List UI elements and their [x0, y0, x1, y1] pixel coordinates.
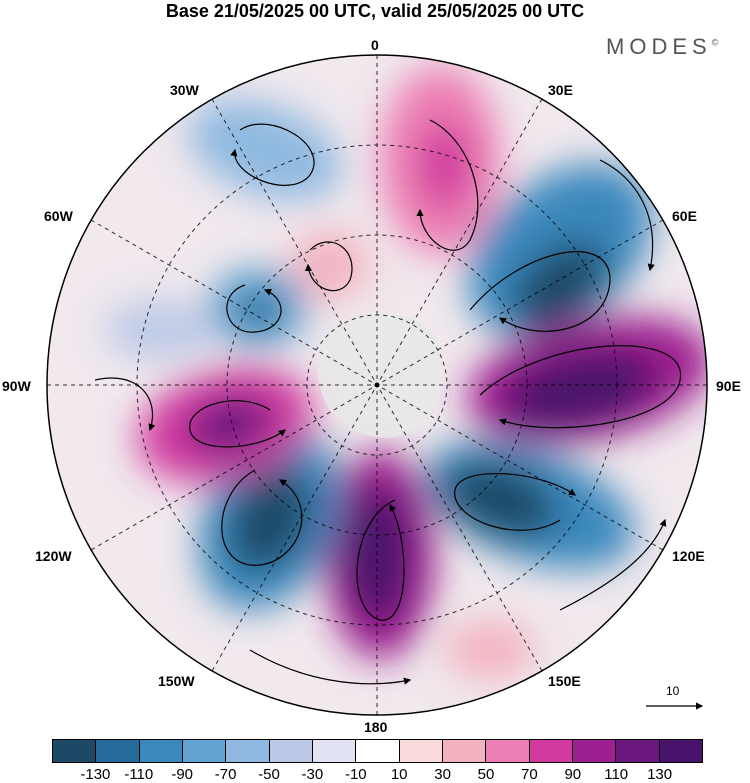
- reference-vector-label: 10: [666, 684, 680, 698]
- colorbar-swatch: [182, 740, 227, 762]
- lon-label-90e: 90E: [716, 378, 741, 394]
- colorbar-swatch: [312, 740, 357, 762]
- colorbar-tick-label: 130: [647, 766, 673, 783]
- lon-label-180: 180: [364, 719, 388, 735]
- colorbar-tick-label: -110: [124, 766, 154, 783]
- colorbar-tick-label: -90: [171, 766, 194, 783]
- anomaly-60w-land-negative: [105, 300, 215, 360]
- lon-label-120w: 120W: [35, 548, 72, 564]
- brand-mark: ©: [711, 37, 719, 48]
- colorbar-swatch: [269, 740, 313, 762]
- colorbar-swatch: [486, 740, 530, 762]
- colorbar: [52, 739, 703, 763]
- colorbar-tick-label: 50: [477, 766, 495, 783]
- lon-label-30e: 30E: [548, 82, 573, 98]
- map-title: Base 21/05/2025 00 UTC, valid 25/05/2025…: [165, 1, 585, 21]
- colorbar-swatch: [399, 740, 443, 762]
- anomaly-150e-positive: [445, 620, 535, 680]
- colorbar-swatch: [226, 740, 270, 762]
- colorbar-tick-label: 30: [434, 766, 451, 783]
- colorbar-tick-label: -10: [344, 766, 367, 783]
- brand-text: MODES: [606, 34, 712, 59]
- colorbar-swatch: [53, 740, 97, 762]
- colorbar-tick-label: -30: [301, 766, 324, 783]
- lon-label-30w: 30W: [170, 82, 199, 98]
- lon-label-120e: 120E: [672, 548, 705, 564]
- colorbar-tick-label: 90: [564, 766, 582, 783]
- colorbar-tick-label: 10: [390, 766, 408, 783]
- anomaly-30w-negative: [188, 99, 342, 201]
- colorbar-swatch: [529, 740, 573, 762]
- arctic-landmass: [317, 313, 445, 438]
- colorbar-tick-label: 70: [521, 766, 538, 783]
- colorbar-tick-label: 110: [604, 766, 629, 783]
- modes-logo: MODES©: [606, 34, 718, 60]
- colorbar-tick-label: -50: [258, 766, 280, 783]
- lon-label-90w: 90W: [2, 378, 31, 394]
- colorbar-swatch: [356, 740, 400, 762]
- lon-label-0: 0: [371, 37, 379, 53]
- lon-label-60w: 60W: [44, 208, 73, 224]
- colorbar-swatch: [659, 740, 702, 762]
- colorbar-swatch: [572, 740, 617, 762]
- colorbar-swatch: [616, 740, 660, 762]
- anomaly-polar-positive: [290, 230, 370, 300]
- lon-label-150e: 150E: [548, 673, 581, 689]
- colorbar-swatch: [442, 740, 487, 762]
- colorbar-swatch: [96, 740, 140, 762]
- colorbar-tick-label: -130: [80, 766, 111, 783]
- wind-streamlines: [94, 119, 681, 685]
- polar-map: [46, 54, 708, 716]
- colorbar-tick-label: -70: [214, 766, 237, 783]
- colorbar-swatch: [139, 740, 183, 762]
- lon-label-60e: 60E: [672, 208, 697, 224]
- lon-label-150w: 150W: [158, 673, 195, 689]
